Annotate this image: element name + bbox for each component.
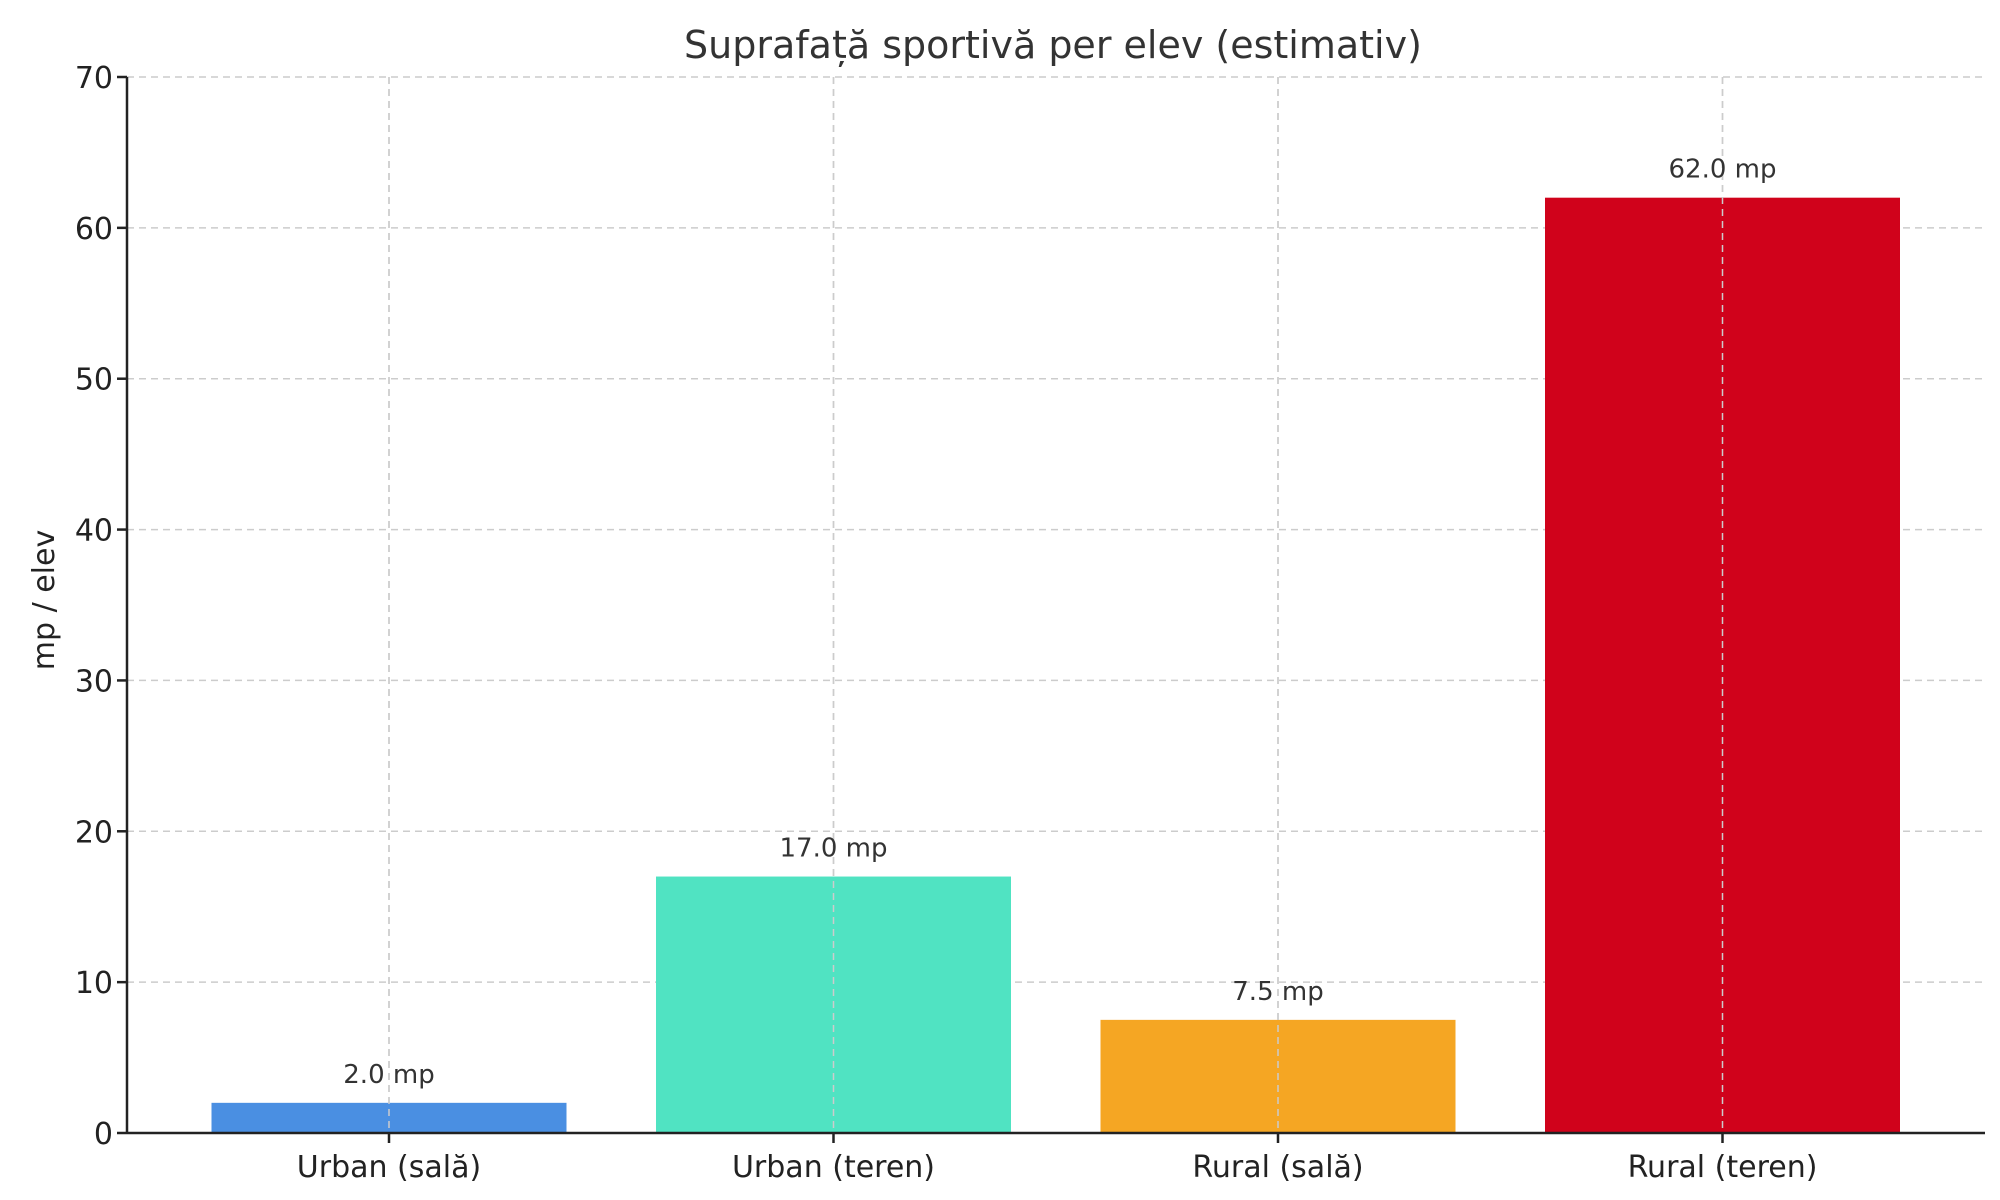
x-tick-label: Rural (teren)	[1628, 1150, 1818, 1185]
bar	[211, 1102, 567, 1133]
bar-data-label: 7.5 mp	[1232, 977, 1323, 1007]
y-tick-label: 20	[75, 815, 113, 850]
y-tick-label: 10	[75, 966, 113, 1001]
bars-layer	[211, 197, 1900, 1133]
y-tick-label: 60	[75, 212, 113, 247]
bar-data-label: 2.0 mp	[343, 1060, 434, 1090]
axes-layer	[117, 75, 1985, 1143]
chart-title: Suprafață sportivă per elev (estimativ)	[684, 23, 1422, 67]
y-tick-label: 30	[75, 664, 113, 699]
labels-layer: 0 10 20 30 40 50 60 70 2.0 mp 17.0 mp 7.5 mp 62.0 m…	[75, 61, 1818, 1185]
x-tick-label: Urban (teren)	[732, 1150, 935, 1185]
y-tick-label: 70	[75, 61, 113, 96]
y-axis-label: mp / elev	[27, 530, 62, 670]
y-tick-label: 40	[75, 514, 113, 549]
x-tick-label: Rural (sală)	[1192, 1150, 1363, 1185]
bar-data-label: 62.0 mp	[1669, 155, 1777, 185]
x-tick-label: Urban (sală)	[297, 1150, 481, 1185]
y-tick-label: 50	[75, 363, 113, 398]
bar-data-label: 17.0 mp	[780, 834, 888, 864]
y-tick-label: 0	[94, 1117, 113, 1152]
